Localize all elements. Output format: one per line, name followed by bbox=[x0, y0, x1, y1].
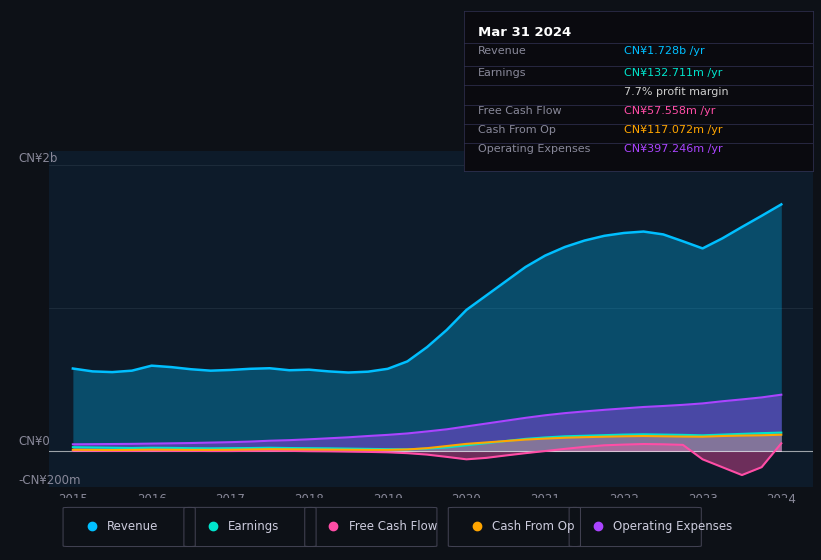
Text: Cash From Op: Cash From Op bbox=[492, 520, 575, 533]
Text: CN¥57.558m /yr: CN¥57.558m /yr bbox=[624, 106, 716, 116]
Text: CN¥132.711m /yr: CN¥132.711m /yr bbox=[624, 68, 722, 78]
Text: 7.7% profit margin: 7.7% profit margin bbox=[624, 87, 729, 97]
Text: Earnings: Earnings bbox=[478, 68, 526, 78]
Text: CN¥0: CN¥0 bbox=[19, 435, 50, 448]
Text: -CN¥200m: -CN¥200m bbox=[19, 474, 81, 487]
Text: Mar 31 2024: Mar 31 2024 bbox=[478, 26, 571, 39]
Text: CN¥1.728b /yr: CN¥1.728b /yr bbox=[624, 46, 705, 57]
Text: Cash From Op: Cash From Op bbox=[478, 125, 556, 136]
Text: CN¥117.072m /yr: CN¥117.072m /yr bbox=[624, 125, 722, 136]
Text: Operating Expenses: Operating Expenses bbox=[613, 520, 732, 533]
Text: Revenue: Revenue bbox=[478, 46, 526, 57]
Text: Free Cash Flow: Free Cash Flow bbox=[349, 520, 437, 533]
Text: CN¥2b: CN¥2b bbox=[19, 152, 58, 166]
Text: Revenue: Revenue bbox=[107, 520, 158, 533]
Text: Free Cash Flow: Free Cash Flow bbox=[478, 106, 562, 116]
Text: Operating Expenses: Operating Expenses bbox=[478, 144, 590, 155]
Text: CN¥397.246m /yr: CN¥397.246m /yr bbox=[624, 144, 723, 155]
Text: Earnings: Earnings bbox=[227, 520, 279, 533]
